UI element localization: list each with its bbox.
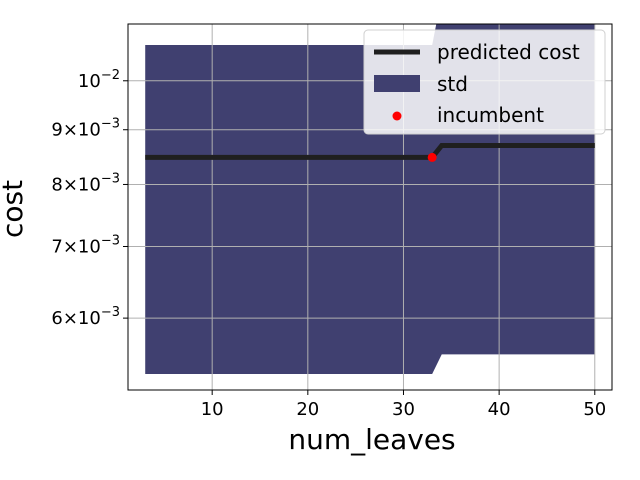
legend-label-predicted-cost: predicted cost <box>437 40 580 64</box>
plot-frame <box>127 23 613 391</box>
x-ticks: 10 20 30 40 50 <box>201 390 606 420</box>
x-axis-label: num_leaves <box>288 423 455 456</box>
x-tick-label: 50 <box>583 399 606 420</box>
y-tick-label: 8×10−3 <box>51 171 120 195</box>
legend-label-std: std <box>437 72 468 96</box>
legend-frame <box>363 29 606 135</box>
predicted-cost-line <box>145 142 595 160</box>
y-tick-label: 9×10−3 <box>51 117 120 141</box>
x-tick-label: 30 <box>392 399 415 420</box>
x-tick-label: 20 <box>296 399 319 420</box>
legend-marker-swatch <box>392 111 402 121</box>
y-tick-label: 6×10−3 <box>51 305 120 329</box>
legend: predicted cost std incumbent <box>363 29 606 135</box>
y-tick-label: 10−2 <box>78 68 120 92</box>
y-tick-label: 7×10−3 <box>51 234 120 258</box>
x-tick-label: 10 <box>201 399 224 420</box>
y-ticks: 6×10−3 7×10−3 8×10−3 9×10−3 10−2 <box>51 68 128 329</box>
x-tick-label: 40 <box>488 399 511 420</box>
incumbent-point <box>427 152 437 162</box>
y-axis-label: cost <box>0 180 29 238</box>
legend-band-swatch <box>374 75 420 92</box>
line-layer <box>145 142 595 162</box>
legend-label-incumbent: incumbent <box>437 103 544 127</box>
